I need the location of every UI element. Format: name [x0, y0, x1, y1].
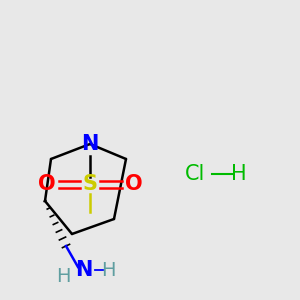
Text: N: N [75, 260, 93, 280]
Text: H: H [56, 266, 70, 286]
Text: S: S [82, 175, 98, 194]
Text: H: H [231, 164, 246, 184]
Text: H: H [101, 260, 115, 280]
Text: O: O [38, 175, 55, 194]
Text: O: O [125, 175, 142, 194]
Text: Cl: Cl [185, 164, 205, 184]
Text: N: N [81, 134, 99, 154]
